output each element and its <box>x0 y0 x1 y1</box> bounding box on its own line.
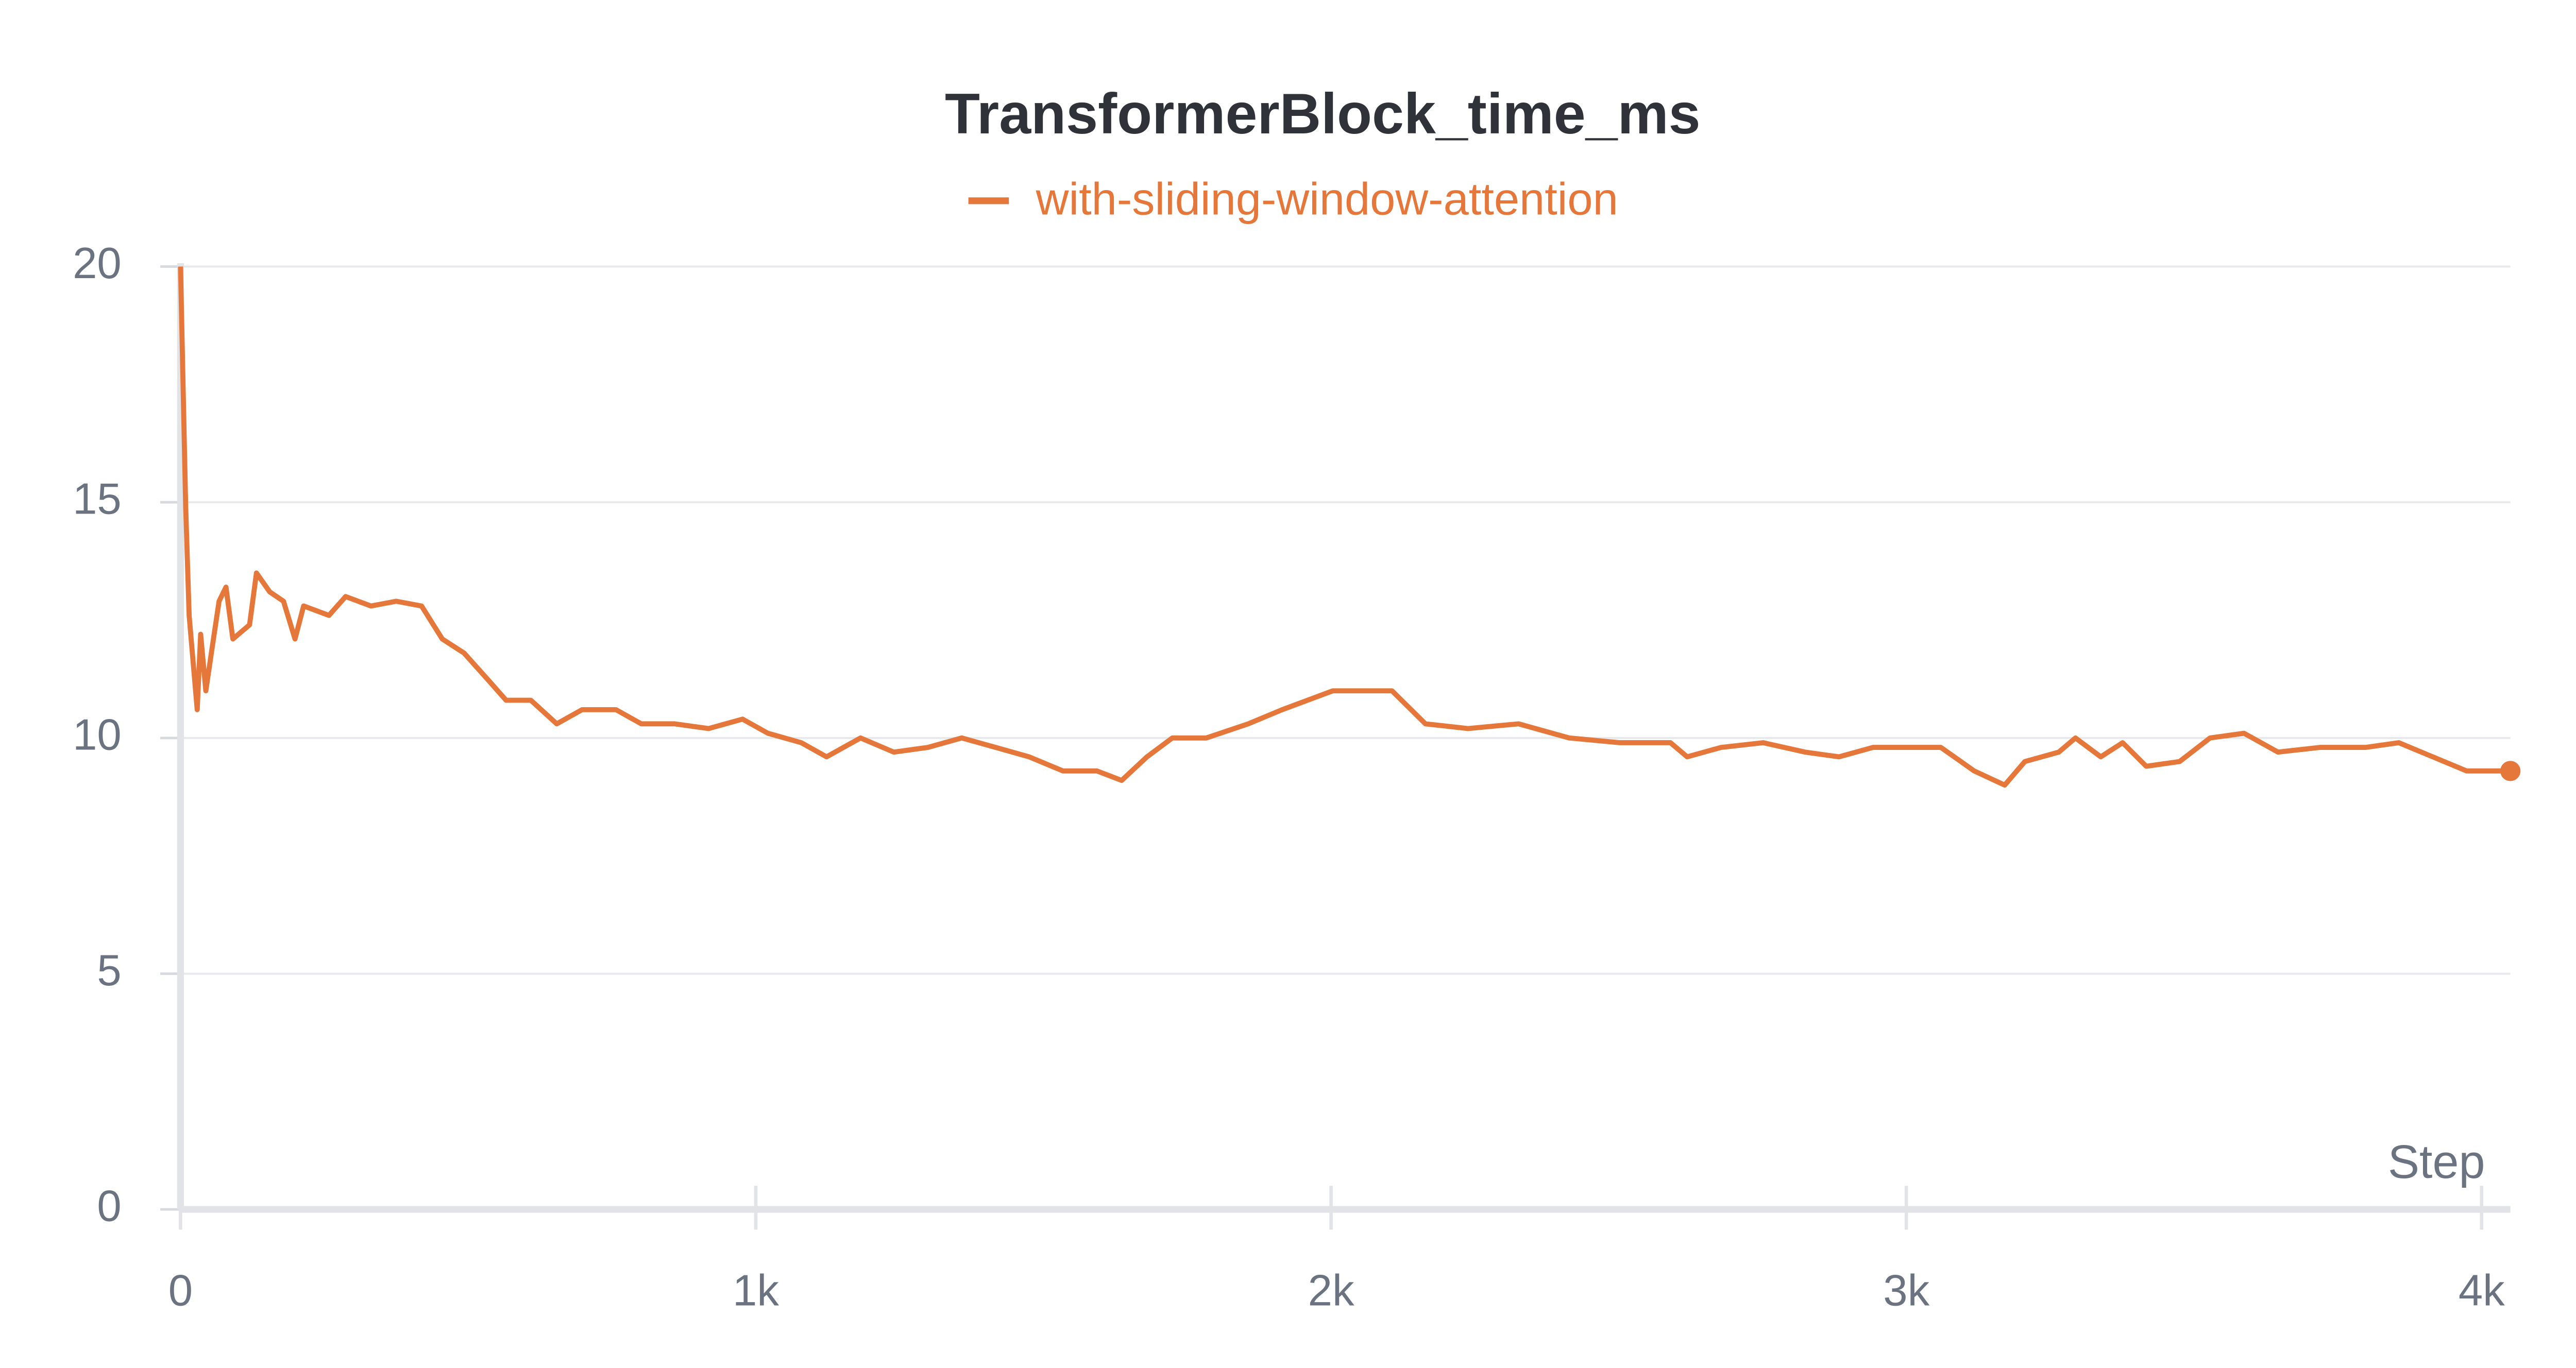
legend-label: with-sliding-window-attention <box>1036 173 1618 224</box>
x-tick-label: 2k <box>1308 1266 1354 1315</box>
y-tick-label: 20 <box>73 239 122 288</box>
x-tick-label: 1k <box>733 1266 779 1315</box>
y-tick-label: 10 <box>73 710 122 759</box>
x-tick-label: 0 <box>168 1266 193 1315</box>
x-tick-label: 3k <box>1883 1266 1929 1315</box>
x-axis-label: Step <box>2388 1136 2485 1188</box>
chart-title: TransformerBlock_time_ms <box>945 81 1700 146</box>
x-tick-label: 4k <box>2459 1266 2505 1315</box>
series-line <box>178 266 2511 788</box>
y-tick-label: 0 <box>97 1182 121 1231</box>
end-point <box>2500 761 2521 781</box>
y-tick-label: 5 <box>97 946 121 995</box>
y-tick-label: 15 <box>73 475 122 524</box>
